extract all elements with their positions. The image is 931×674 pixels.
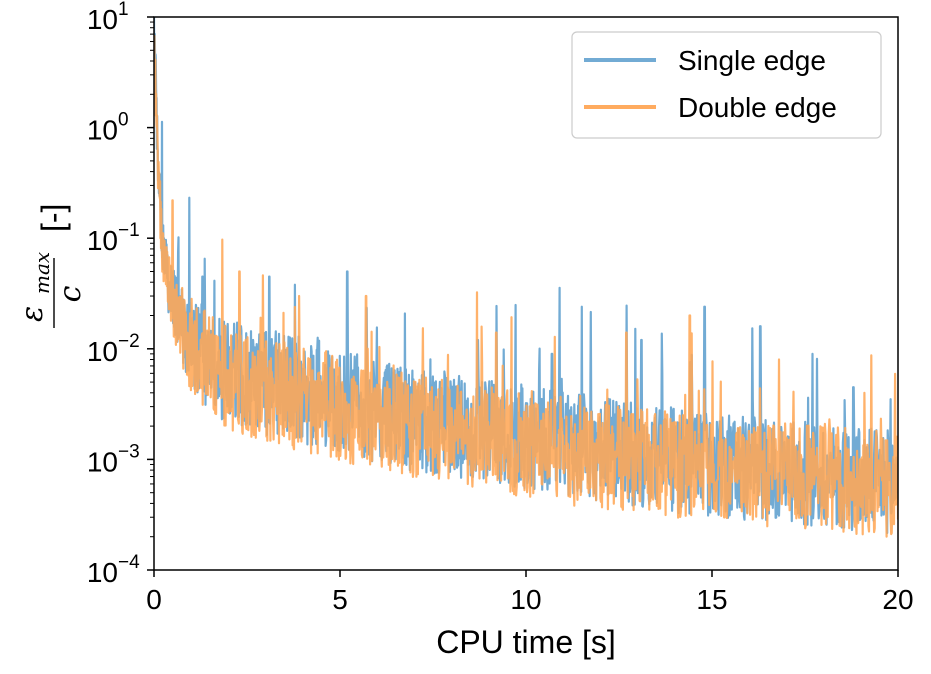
x-tick-label-1: 5	[332, 584, 348, 615]
series-layer	[154, 17, 898, 538]
y-tick-exponent-3: −2	[118, 331, 140, 352]
y-tick-label-5: 10	[87, 557, 118, 588]
y-tick-exponent-2: −1	[118, 220, 140, 241]
y-tick-label-1: 10	[87, 115, 118, 146]
x-tick-label-4: 20	[882, 584, 913, 615]
y-axis-label: ε max c [-]	[15, 204, 88, 328]
x-tick-label-3: 15	[696, 584, 727, 615]
x-tick-label-2: 10	[510, 584, 541, 615]
legend-label-single-edge: Single edge	[678, 45, 826, 76]
y-axis-label-symbol: ε	[15, 306, 50, 322]
y-tick-label-0: 10	[87, 4, 118, 35]
x-tick-label-0: 0	[146, 584, 162, 615]
legend: Single edge Double edge	[571, 31, 882, 139]
y-tick-exponent-5: −4	[118, 552, 140, 573]
y-axis-label-subscript: max	[30, 252, 54, 294]
y-axis-label-denominator: c	[53, 285, 88, 302]
y-tick-exponent-0: 1	[118, 0, 129, 20]
x-axis-label: CPU time [s]	[436, 624, 616, 660]
y-tick-exponent-1: 0	[118, 110, 129, 131]
y-tick-exponent-4: −3	[118, 441, 140, 462]
y-tick-label-2: 10	[87, 225, 118, 256]
legend-label-double-edge: Double edge	[678, 92, 837, 123]
series-line-double-edge	[154, 34, 898, 538]
y-axis-label-unit: [-]	[35, 204, 71, 232]
y-tick-label-4: 10	[87, 446, 118, 477]
y-tick-label-3: 10	[87, 336, 118, 367]
